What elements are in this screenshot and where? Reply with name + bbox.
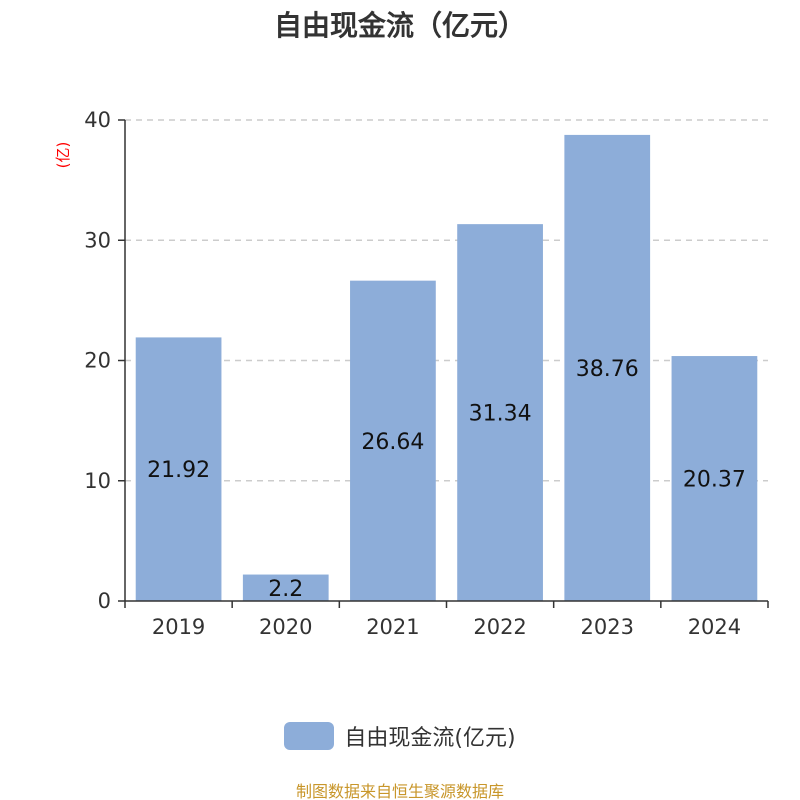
data-label: 2.2 [268,577,303,602]
x-tick-label: 2024 [688,615,741,639]
labels: 0 10 20 30 40 21.92 2019 2.2 2020 26.64 2021 31.34 2… [54,108,746,639]
y-tick-label: 20 [84,349,111,373]
axes [118,119,769,608]
source-footer: 制图数据来自恒生聚源数据库 [295,782,504,800]
bar [350,280,436,601]
bar [135,337,222,601]
x-tick-label: 2023 [581,615,634,639]
x-tick-label: 2020 [259,615,312,639]
bars [135,134,758,601]
data-label: 21.92 [147,458,210,483]
y-axis-label: (亿) [54,142,72,169]
y-tick-label: 10 [84,469,111,493]
x-tick-label: 2021 [366,615,419,639]
legend-label: 自由现金流(亿元) [344,726,516,751]
x-tick-label: 2019 [152,615,205,639]
bar [242,574,329,601]
x-tick-label: 2022 [473,615,526,639]
bar [564,134,651,601]
data-label: 26.64 [361,430,424,455]
y-tick-label: 30 [84,228,111,252]
y-tick-label: 0 [98,589,111,613]
legend[interactable]: 自由现金流(亿元) [0,720,800,752]
chart-title: 自由现金流（亿元） [273,9,526,42]
bar [457,224,543,601]
y-tick-label: 40 [84,108,111,132]
legend-swatch [284,722,335,750]
data-label: 38.76 [576,357,639,382]
data-label: 31.34 [469,402,532,427]
bar [671,356,758,601]
data-label: 20.37 [683,468,746,493]
grid-lines [125,119,768,482]
